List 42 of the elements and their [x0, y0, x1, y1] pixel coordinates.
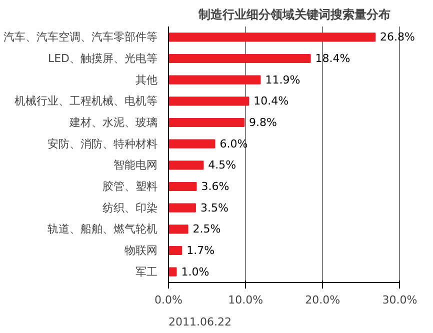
data-label: 18.4% [315, 52, 350, 65]
bar [168, 32, 376, 42]
y-tick-label: 纺织、印染 [102, 201, 158, 214]
data-label: 2.5% [192, 222, 221, 236]
x-tick-label: 10.0% [228, 294, 264, 306]
data-label: 9.8% [249, 116, 277, 129]
data-label: 10.4% [254, 94, 289, 108]
data-label: 6.0% [220, 137, 248, 150]
x-tick-label: 30.0% [382, 294, 418, 306]
y-tick-label: 安防、消防、特种材料 [48, 137, 158, 150]
data-label: 1.7% [186, 244, 215, 257]
data-label: 3.5% [200, 201, 228, 214]
y-tick-label: 汽车、汽车空调、汽车零部件等 [4, 30, 158, 44]
chart-title: 制造行业细分领域关键词搜索量分布 [198, 8, 390, 22]
bar [168, 160, 204, 170]
data-label: 11.9% [265, 73, 300, 86]
bar [168, 75, 261, 84]
data-label: 1.0% [181, 265, 210, 278]
y-tick-label: 轨道、船舶、燃气轮机 [48, 222, 158, 236]
data-label: 3.6% [201, 180, 230, 193]
bar [168, 182, 197, 192]
text: 2011.06.22 [168, 316, 232, 328]
y-tick-label: LED、触摸屏、光电等 [48, 52, 158, 65]
data-label: 4.5% [208, 158, 236, 172]
bar [168, 96, 250, 106]
y-tick-label: 机械行业、工程机械、电机等 [14, 94, 158, 108]
y-tick-label: 物联网 [124, 244, 158, 257]
bar [168, 54, 311, 64]
y-tick-label: 智能电网 [114, 158, 158, 172]
bar [168, 224, 188, 234]
bar [168, 246, 182, 256]
x-tick-label: 0.0% [154, 294, 182, 306]
y-tick-label: 胶管、塑料 [102, 180, 158, 193]
bar [168, 139, 216, 148]
bar [168, 267, 177, 276]
y-tick-label: 军工 [136, 265, 158, 278]
bar [168, 203, 196, 212]
x-tick-label: 20.0% [305, 294, 340, 306]
y-tick-label: 其他 [136, 73, 158, 86]
bar [168, 118, 245, 128]
y-tick-label: 建材、水泥、玻璃 [68, 116, 158, 129]
data-label: 26.8% [380, 30, 415, 44]
